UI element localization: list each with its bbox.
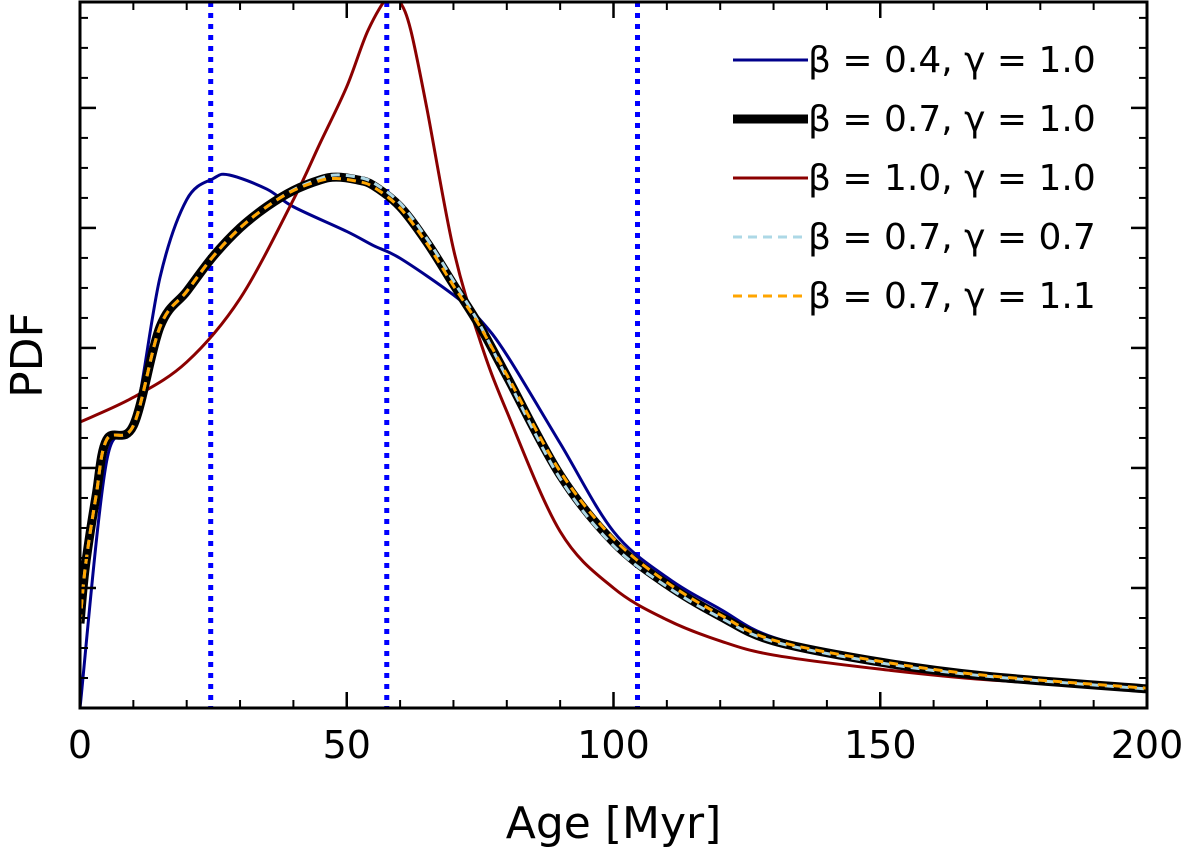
y-axis-label: PDF <box>2 312 53 398</box>
legend-item-4: β = 0.7, γ = 0.7 <box>733 217 1096 258</box>
x-tick-label: 0 <box>68 723 92 767</box>
x-tick-label: 150 <box>844 723 917 767</box>
x-tick-label: 200 <box>1111 723 1184 767</box>
legend-label: β = 0.4, γ = 1.0 <box>808 40 1096 81</box>
legend-item-5: β = 0.7, γ = 1.1 <box>733 276 1096 317</box>
series-line-4 <box>80 173 1147 691</box>
legend: β = 0.4, γ = 1.0 β = 0.7, γ = 1.0 β = 1.0,… <box>733 40 1096 317</box>
legend-label: β = 0.7, γ = 1.1 <box>808 276 1096 317</box>
plot-area <box>80 2 1147 708</box>
x-tick-label: 50 <box>323 723 371 767</box>
legend-label: β = 0.7, γ = 0.7 <box>808 217 1096 258</box>
legend-item-3: β = 1.0, γ = 1.0 <box>733 158 1096 199</box>
x-axis-label: Age [Myr] <box>506 798 722 847</box>
x-tick-label: 100 <box>577 723 650 767</box>
series-line-3 <box>80 2 1147 691</box>
legend-label: β = 0.7, γ = 1.0 <box>808 99 1096 140</box>
axis-ticks: 0 50 100 150 200 <box>68 2 1183 767</box>
legend-item-2: β = 0.7, γ = 1.0 <box>733 99 1096 140</box>
legend-label: β = 1.0, γ = 1.0 <box>808 158 1096 199</box>
legend-item-1: β = 0.4, γ = 1.0 <box>733 40 1096 81</box>
